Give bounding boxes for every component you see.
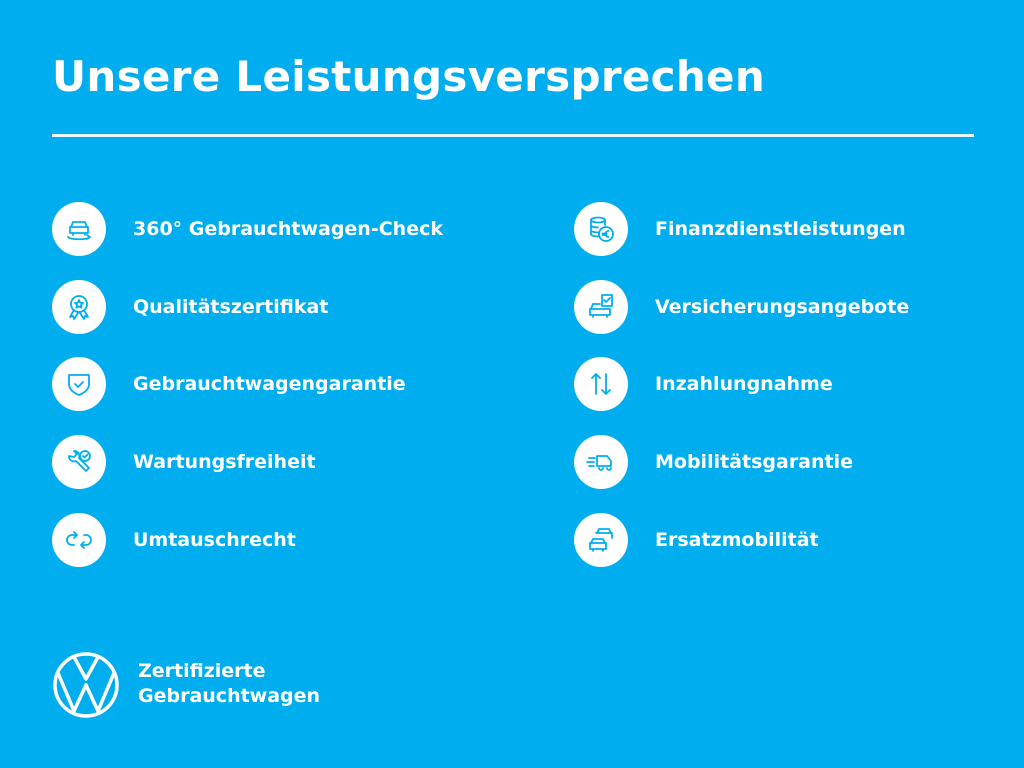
service-item: Wartungsfreiheit bbox=[52, 434, 316, 490]
car-document-icon bbox=[574, 280, 628, 334]
service-label: Gebrauchtwagengarantie bbox=[133, 373, 406, 395]
service-item: Mobilitätsgarantie bbox=[574, 434, 853, 490]
service-item: Umtauschrecht bbox=[52, 512, 296, 568]
wrench-check-icon bbox=[52, 435, 106, 489]
replacement-cars-icon bbox=[574, 513, 628, 567]
tow-truck-icon bbox=[574, 435, 628, 489]
service-item: Inzahlungnahme bbox=[574, 356, 833, 412]
brand-line-1: Zertifizierte bbox=[138, 660, 266, 682]
service-label: Mobilitätsgarantie bbox=[655, 451, 854, 473]
service-item: Gebrauchtwagengarantie bbox=[52, 356, 406, 412]
service-label: Inzahlungnahme bbox=[655, 373, 833, 395]
brand-line-2: Gebrauchtwagen bbox=[138, 685, 321, 707]
service-label: Ersatzmobilität bbox=[655, 529, 819, 551]
service-label: Versicherungsangebote bbox=[655, 296, 910, 318]
service-label: Umtauschrecht bbox=[133, 529, 296, 551]
exchange-arrows-icon bbox=[52, 513, 106, 567]
service-label: Finanzdienstleistungen bbox=[655, 218, 906, 240]
service-item: 360° Gebrauchtwagen-Check bbox=[52, 201, 443, 257]
service-item: Ersatzmobilität bbox=[574, 512, 819, 568]
shield-check-icon bbox=[52, 357, 106, 411]
coins-euro-icon bbox=[574, 202, 628, 256]
service-label: Qualitätszertifikat bbox=[133, 296, 329, 318]
service-item: Finanzdienstleistungen bbox=[574, 201, 906, 257]
service-item: Versicherungsangebote bbox=[574, 279, 909, 335]
divider bbox=[52, 134, 974, 137]
brand-text: Zertifizierte Gebrauchtwagen bbox=[138, 659, 320, 709]
award-badge-icon bbox=[52, 280, 106, 334]
service-item: Qualitätszertifikat bbox=[52, 279, 328, 335]
vw-logo bbox=[53, 652, 119, 718]
page-title: Unsere Leistungsversprechen bbox=[52, 52, 766, 101]
service-label: Wartungsfreiheit bbox=[133, 451, 316, 473]
car-360-icon bbox=[52, 202, 106, 256]
swap-up-down-icon bbox=[574, 357, 628, 411]
service-label: 360° Gebrauchtwagen-Check bbox=[133, 218, 443, 240]
